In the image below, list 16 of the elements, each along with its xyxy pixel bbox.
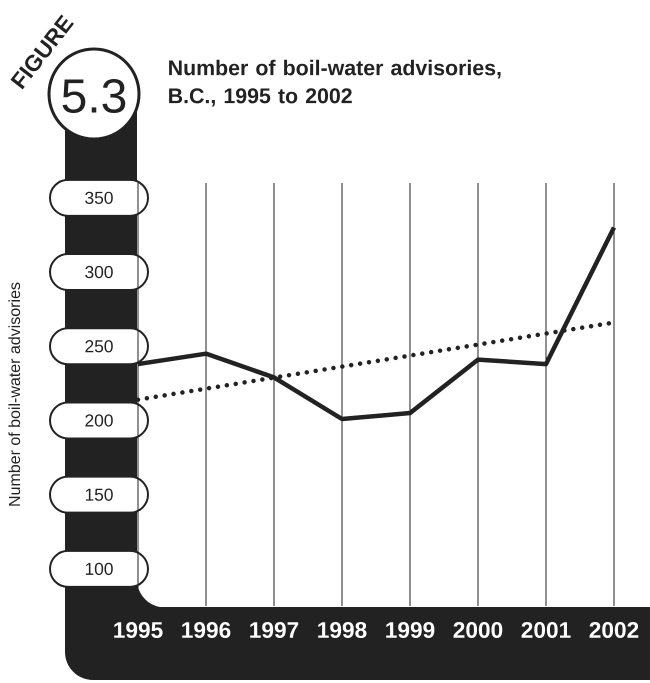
x-tick-label: 2001 — [522, 622, 571, 638]
x-tick-label: 1999 — [386, 622, 434, 638]
y-tick-label: 100 — [86, 562, 113, 576]
x-tick-label: 2000 — [454, 622, 502, 638]
x-tick-label: 1998 — [318, 622, 367, 638]
y-tick-label: 250 — [85, 340, 113, 352]
x-tick-label: 1996 — [182, 622, 230, 638]
x-tick-label: 2002 — [590, 622, 638, 638]
y-tick-label: 200 — [85, 414, 113, 427]
y-axis-title: Number of boil-water advisories — [8, 282, 20, 506]
y-tick-label: 300 — [85, 266, 113, 278]
x-tick-label: 1997 — [250, 622, 298, 638]
chart-title: Number of boil-water advisories, B.C., 1995 to 2002 — [169, 60, 501, 106]
y-tick-label: 150 — [86, 488, 113, 501]
y-tick-label: 350 — [85, 192, 113, 204]
x-tick-label: 1995 — [114, 622, 163, 638]
